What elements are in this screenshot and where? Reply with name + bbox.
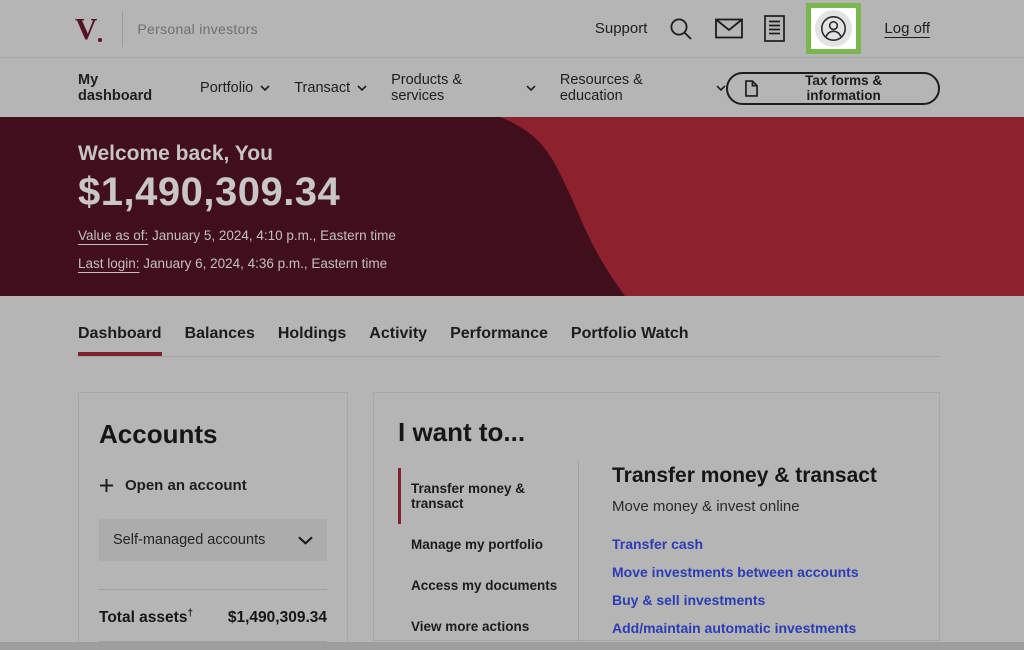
vertical-divider (578, 462, 579, 648)
open-account-button[interactable]: Open an account (99, 477, 327, 494)
mail-icon[interactable] (715, 18, 744, 39)
site-section-label: Personal investors (137, 20, 258, 37)
total-assets-value: $1,490,309.34 (227, 609, 327, 627)
header-actions: Support (595, 3, 930, 54)
i-want-to-card: I want to... Transfer money & transact M… (373, 392, 940, 648)
accounts-card: Accounts Open an account Self-managed ac… (78, 392, 348, 643)
divider (99, 589, 327, 590)
i-want-to-menu: Transfer money & transact Manage my port… (398, 462, 578, 648)
avatar (815, 10, 853, 47)
logo-letter: V (75, 11, 98, 46)
panel-title: Transfer money & transact (612, 464, 877, 487)
vanguard-logo[interactable]: V (75, 11, 103, 46)
nav-item-products-services[interactable]: Products & services (391, 72, 536, 104)
tab-portfolio-watch[interactable]: Portfolio Watch (570, 325, 689, 342)
tab-dashboard[interactable]: Dashboard (78, 325, 162, 356)
accounts-title: Accounts (99, 419, 218, 449)
i-want-to-title: I want to... (398, 417, 526, 447)
documents-icon[interactable] (764, 15, 786, 42)
link-move-investments[interactable]: Move investments between accounts (612, 564, 859, 580)
nav-item-label: Transact (294, 80, 351, 96)
viewport-bottom-band (0, 642, 1024, 650)
divider (99, 641, 327, 643)
last-login-line: Last login: January 6, 2024, 4:36 p.m., … (78, 256, 396, 271)
dagger-footnote: † (187, 608, 194, 619)
nav-item-label: Products & services (391, 72, 463, 104)
tab-bar: Dashboard Balances Holdings Activity Per… (78, 325, 940, 357)
menu-item-manage-portfolio[interactable]: Manage my portfolio (411, 537, 544, 552)
menu-item-access-documents[interactable]: Access my documents (411, 578, 558, 593)
panel-links: Transfer cash Move investments between a… (612, 536, 877, 636)
link-automatic-investments[interactable]: Add/maintain automatic investments (612, 620, 857, 636)
nav-item-my-dashboard[interactable]: My dashboard (78, 72, 176, 104)
nav-item-label: Resources & education (559, 72, 643, 104)
chevron-down-icon (716, 85, 726, 91)
search-icon[interactable] (668, 16, 694, 42)
account-type-dropdown[interactable]: Self-managed accounts (99, 519, 327, 561)
logoff-link[interactable]: Log off (884, 20, 930, 37)
hero-swoosh-graphic (500, 117, 1024, 296)
hero-content: Welcome back, You $1,490,309.34 Value as… (78, 142, 396, 271)
chevron-down-icon (357, 85, 367, 91)
value-as-of-label[interactable]: Value as of: (78, 228, 149, 243)
brand-divider (122, 10, 124, 47)
nav-item-label: My dashboard (78, 72, 153, 104)
tax-forms-button[interactable]: Tax forms & information (726, 71, 940, 105)
hero-banner: Welcome back, You $1,490,309.34 Value as… (0, 117, 1024, 296)
main-nav: My dashboard Portfolio Transact Products… (0, 59, 1024, 117)
hero-greeting: Welcome back, You (78, 142, 273, 165)
nav-item-resources-education[interactable]: Resources & education (560, 72, 726, 104)
tab-activity[interactable]: Activity (369, 325, 428, 342)
support-link[interactable]: Support (594, 20, 648, 37)
last-login-label[interactable]: Last login: (78, 256, 140, 271)
profile-icon (821, 16, 847, 41)
link-transfer-cash[interactable]: Transfer cash (612, 536, 704, 552)
nav-item-label: Portfolio (200, 80, 254, 96)
open-account-label: Open an account (125, 477, 247, 494)
transfer-panel: Transfer money & transact Move money & i… (579, 462, 877, 648)
tax-form-icon (745, 79, 759, 97)
tab-balances[interactable]: Balances (184, 325, 255, 342)
chevron-down-icon (526, 85, 536, 91)
plus-icon (99, 478, 114, 493)
i-want-to-body: Transfer money & transact Manage my port… (398, 462, 915, 648)
link-buy-sell-investments[interactable]: Buy & sell investments (612, 592, 766, 608)
nav-item-transact[interactable]: Transact (294, 80, 367, 96)
tab-holdings[interactable]: Holdings (277, 325, 347, 342)
total-assets-row: Total assets† $1,490,309.34 (99, 590, 327, 639)
nav-item-portfolio[interactable]: Portfolio (200, 80, 270, 96)
tax-forms-button-label: Tax forms & information (805, 73, 883, 103)
total-assets-label: Total assets† (99, 608, 194, 627)
account-balance: $1,490,309.34 (78, 170, 341, 214)
nav-items: My dashboard Portfolio Transact Products… (78, 72, 726, 104)
menu-item-transfer-money[interactable]: Transfer money & transact (398, 468, 578, 524)
top-header: V Personal investors Support (0, 0, 1024, 58)
tab-performance[interactable]: Performance (450, 325, 548, 342)
profile-highlight-box[interactable] (806, 3, 862, 54)
dashboard-cards: Accounts Open an account Self-managed ac… (78, 392, 940, 648)
chevron-down-icon (260, 85, 270, 91)
last-login-text: January 6, 2024, 4:36 p.m., Eastern time (139, 256, 388, 271)
value-as-of-text: January 5, 2024, 4:10 p.m., Eastern time (148, 228, 396, 243)
registered-mark-icon (98, 38, 103, 42)
dropdown-selected-value: Self-managed accounts (113, 532, 266, 548)
panel-subtitle: Move money & invest online (612, 498, 800, 515)
menu-item-view-more-actions[interactable]: View more actions (411, 619, 530, 634)
value-as-of-line: Value as of: January 5, 2024, 4:10 p.m.,… (78, 228, 396, 243)
chevron-down-icon (298, 535, 313, 545)
